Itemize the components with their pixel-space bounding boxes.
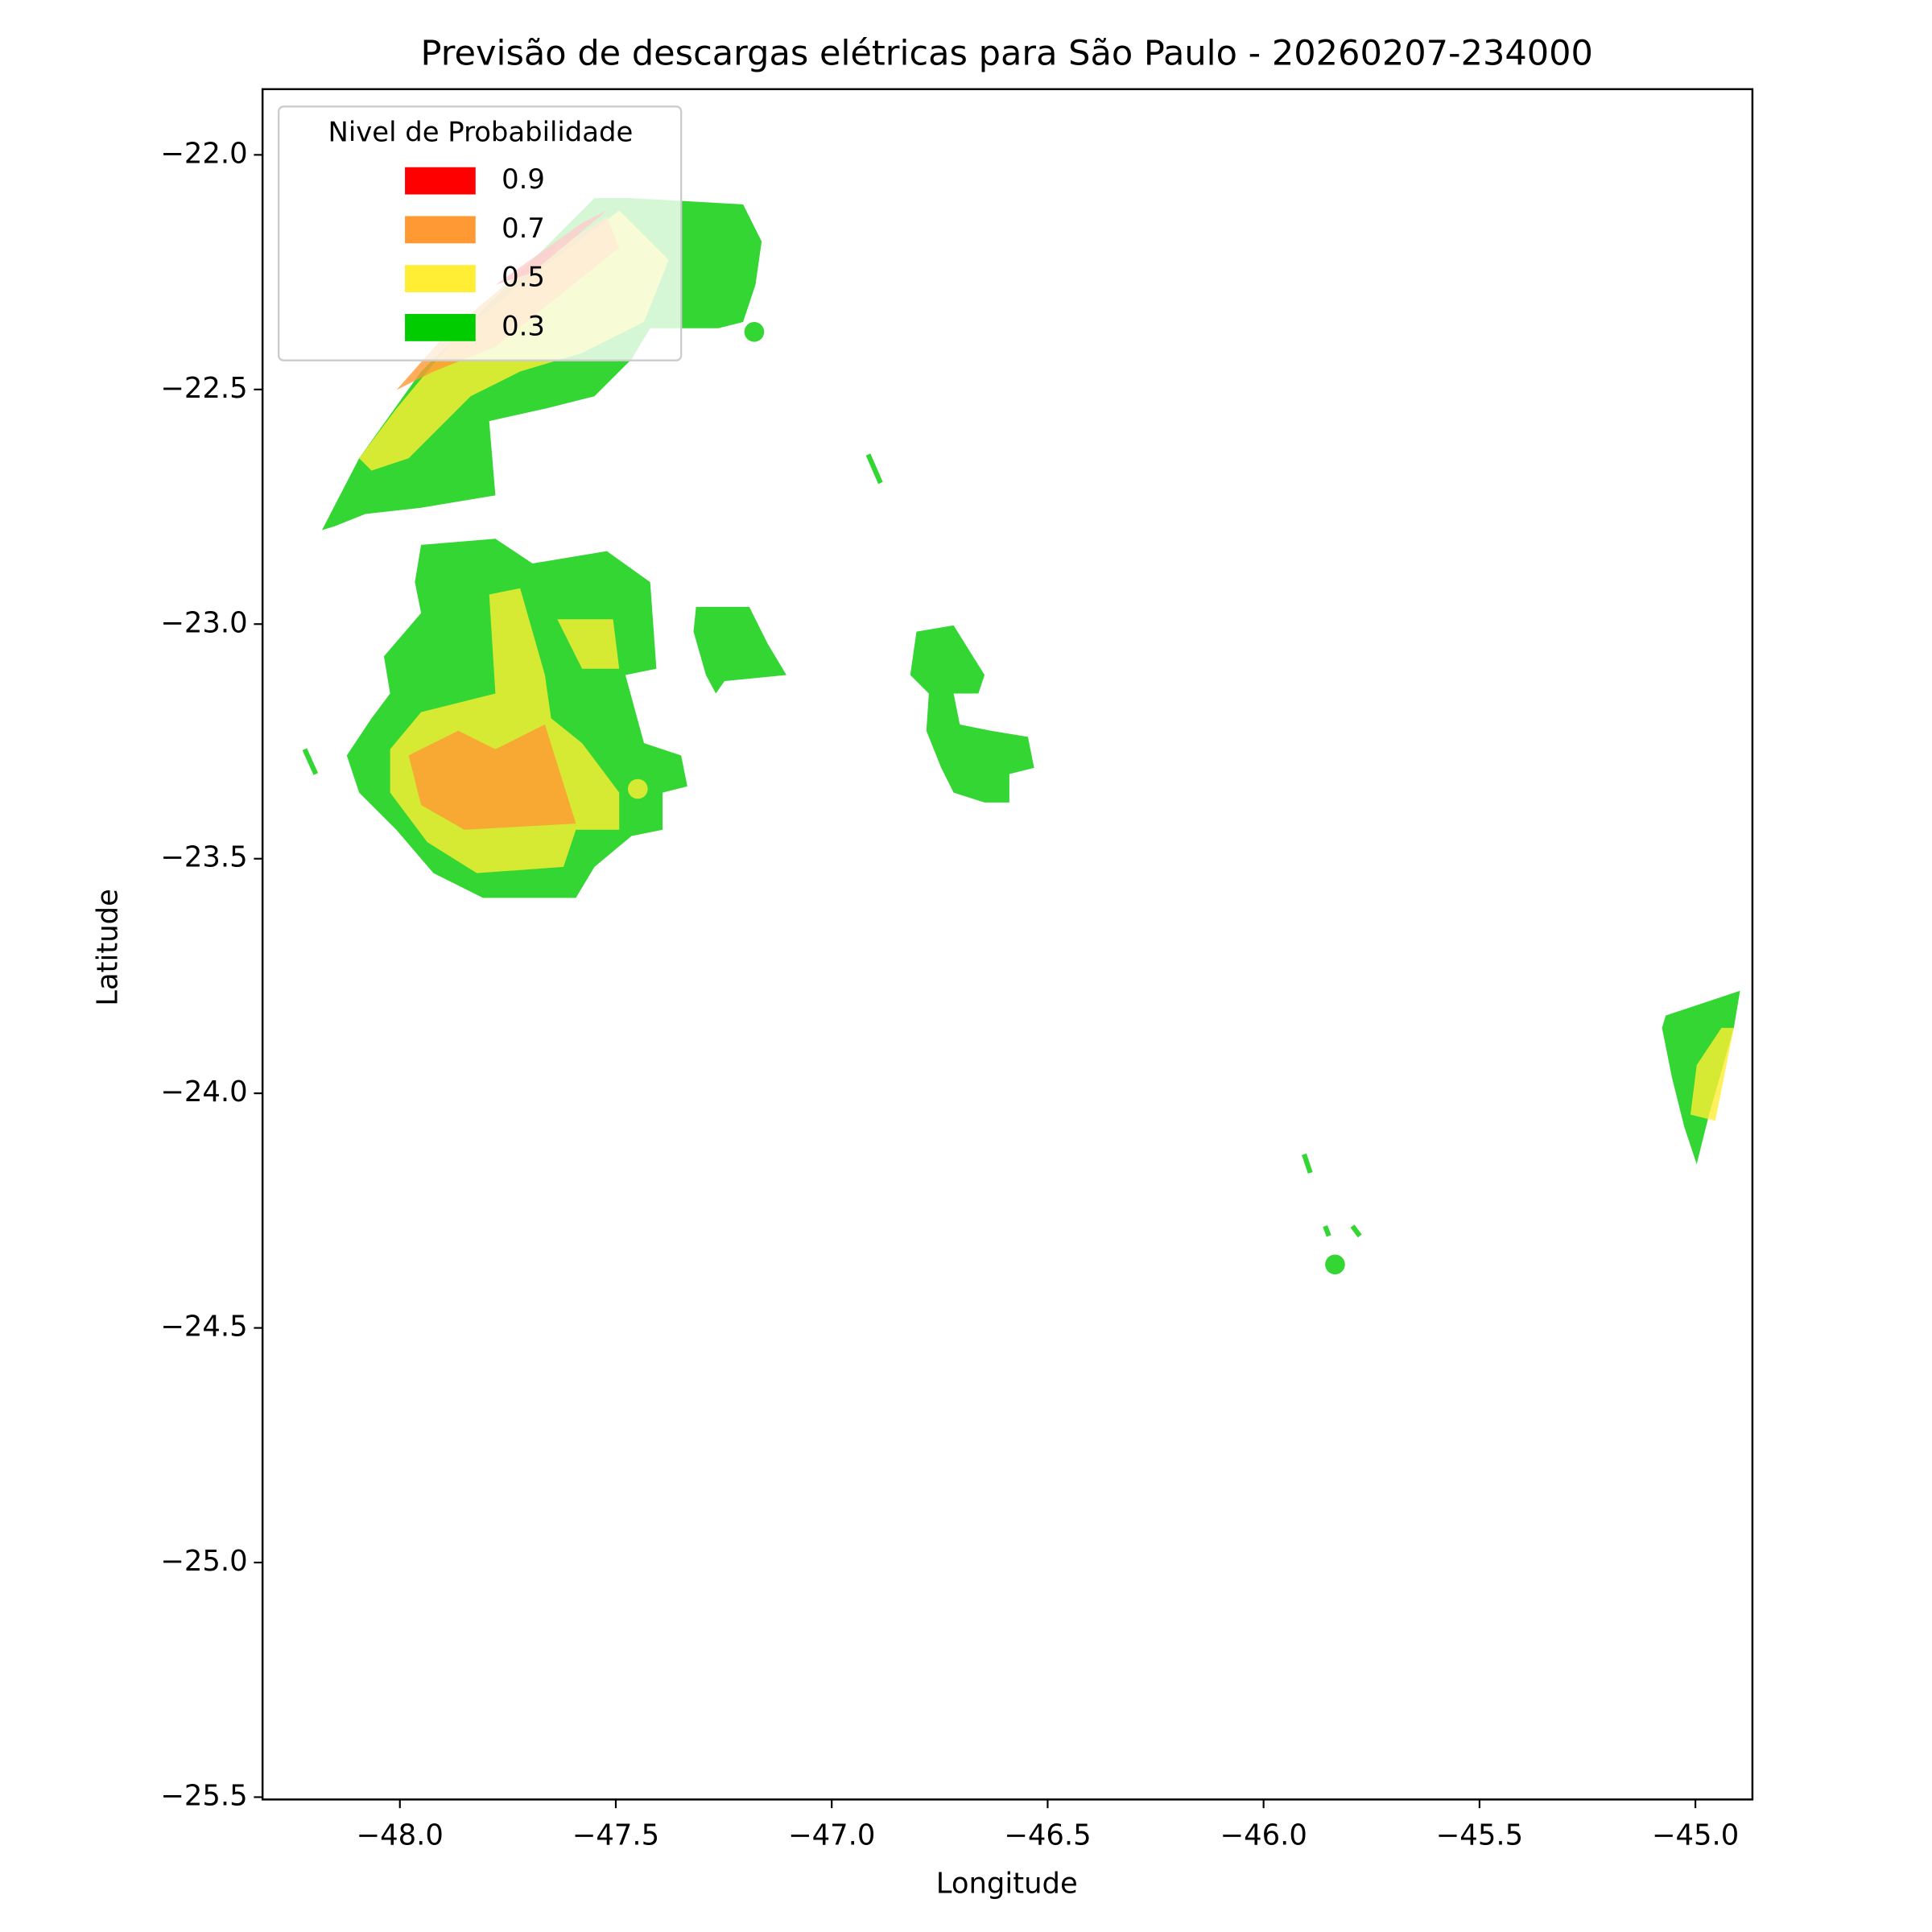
contour-region (408, 724, 576, 830)
x-tick-label: −45.5 (1436, 1819, 1523, 1852)
y-tick-label: −22.5 (160, 372, 247, 405)
contour-region (693, 606, 786, 694)
x-tick-label: −46.5 (1004, 1819, 1091, 1852)
legend-title: Nivel de Probabilidade (328, 117, 634, 148)
y-tick-label: −25.5 (160, 1779, 247, 1812)
y-tick-label: −24.0 (160, 1075, 247, 1108)
y-tick-label: −23.5 (160, 841, 247, 874)
y-tick-label: −22.0 (160, 137, 247, 170)
contour-region (1690, 1027, 1734, 1121)
contour-region (910, 625, 1034, 803)
legend-label: 0.3 (502, 310, 545, 341)
chart-title: Previsão de descargas elétricas para São… (421, 34, 1593, 74)
y-tick-label: −24.5 (160, 1311, 247, 1344)
legend-label: 0.9 (502, 163, 545, 195)
legend: Nivel de Probabilidade 0.9 0.7 0.5 0.3 (278, 105, 683, 361)
legend-label: 0.7 (502, 213, 545, 244)
contour-fragment (865, 453, 883, 485)
x-tick-label: −47.0 (788, 1819, 875, 1852)
contour-fragment (1302, 1153, 1313, 1174)
legend-swatch (405, 265, 476, 293)
y-tick-label: −25.0 (160, 1545, 247, 1578)
contour-fragment (1323, 1224, 1331, 1237)
contour-fragment (1350, 1224, 1362, 1238)
x-tick-label: −45.0 (1652, 1819, 1739, 1852)
x-tick-label: −47.5 (572, 1819, 659, 1852)
x-axis-label: Longitude (936, 1868, 1078, 1901)
y-axis-label: Latitude (91, 889, 124, 1006)
contour-spot (744, 322, 765, 342)
legend-swatch (405, 216, 476, 244)
x-tick-label: −46.0 (1220, 1819, 1307, 1852)
legend-label: 0.5 (502, 262, 545, 293)
contour-spot (1325, 1254, 1345, 1275)
legend-swatch (405, 167, 476, 195)
contour-region (557, 619, 620, 669)
contour-fragment (302, 748, 319, 775)
contour-spot (628, 778, 648, 799)
legend-box (278, 105, 683, 361)
y-tick-label: −23.0 (160, 606, 247, 639)
legend-swatch (405, 314, 476, 341)
x-tick-label: −48.0 (357, 1819, 444, 1852)
axes-frame (261, 88, 1754, 1801)
